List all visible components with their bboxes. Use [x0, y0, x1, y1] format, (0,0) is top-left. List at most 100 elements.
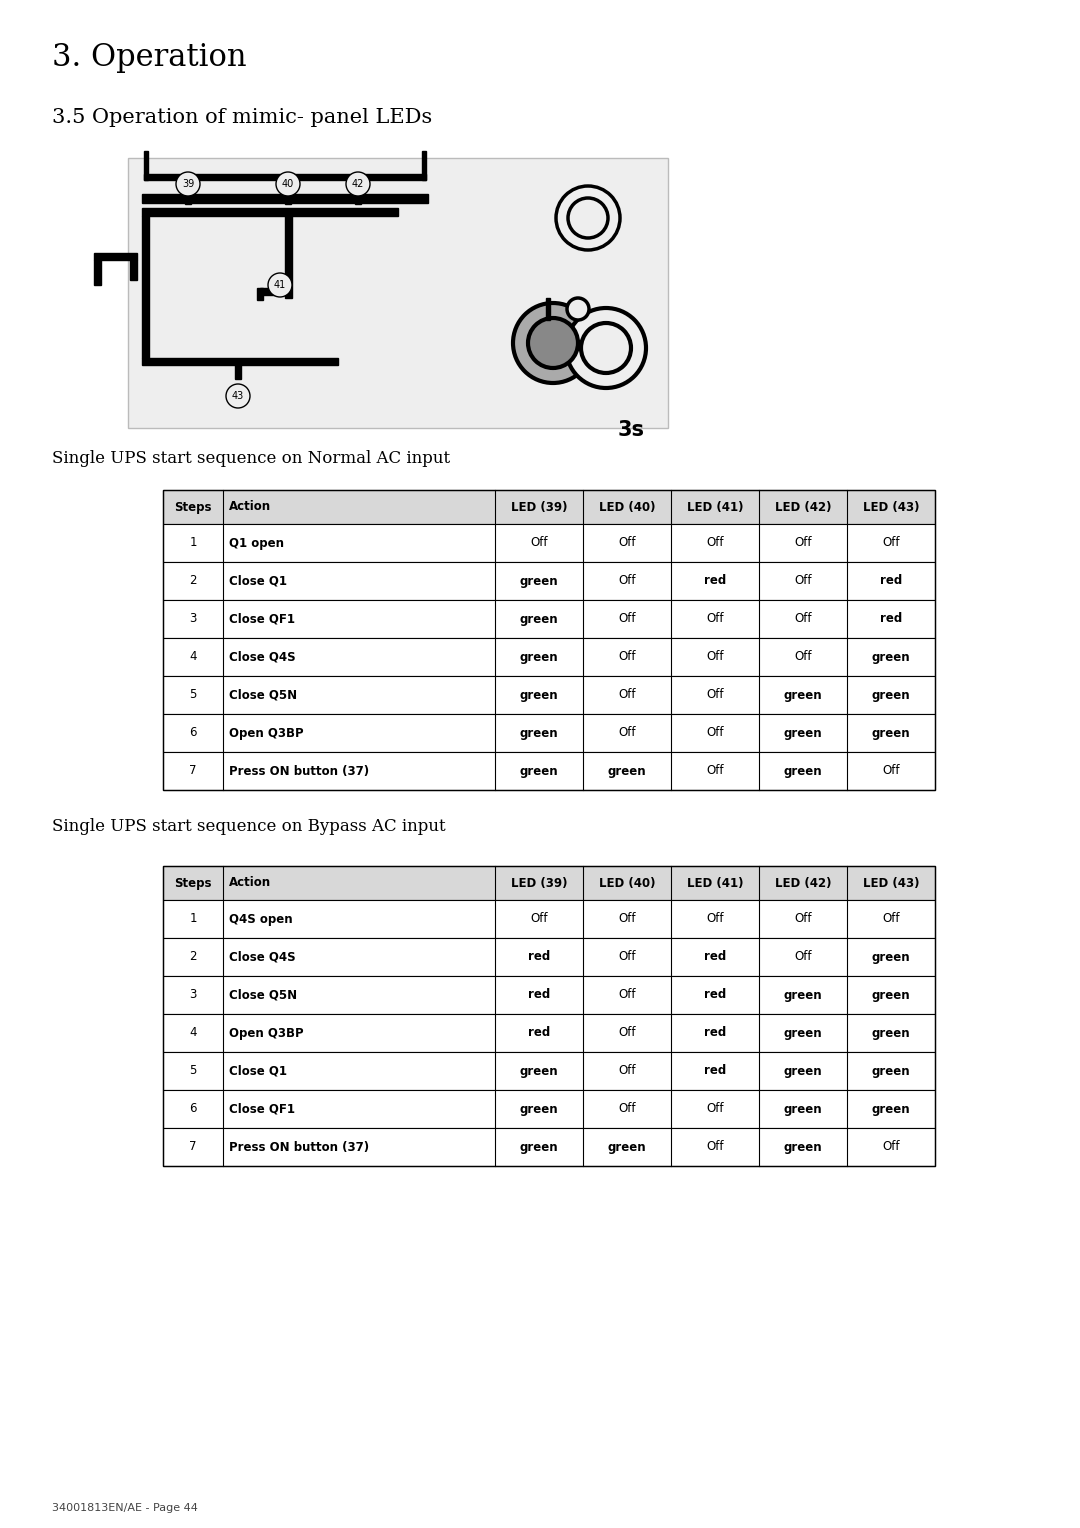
Text: green: green: [784, 764, 822, 778]
Text: Off: Off: [618, 1103, 636, 1115]
Text: 7: 7: [189, 1140, 197, 1154]
Text: 34001813EN/AE - Page 44: 34001813EN/AE - Page 44: [52, 1504, 198, 1513]
Bar: [130, 260, 137, 280]
Text: green: green: [872, 950, 910, 964]
Bar: [235, 365, 241, 379]
Text: 6: 6: [189, 726, 197, 740]
Text: green: green: [519, 726, 558, 740]
Text: green: green: [519, 689, 558, 701]
Text: Close Q5N: Close Q5N: [229, 689, 297, 701]
Text: 41: 41: [274, 280, 286, 290]
Text: green: green: [872, 989, 910, 1001]
Text: Close Q1: Close Q1: [229, 575, 287, 587]
Bar: [163, 866, 935, 1166]
Text: Off: Off: [794, 536, 812, 550]
Bar: [185, 194, 191, 205]
Bar: [163, 1015, 935, 1051]
Text: red: red: [528, 950, 550, 964]
Text: Open Q3BP: Open Q3BP: [229, 726, 303, 740]
Bar: [129, 157, 669, 428]
Circle shape: [513, 303, 593, 384]
Text: Close Q4S: Close Q4S: [229, 651, 296, 663]
Circle shape: [226, 384, 249, 408]
Text: 3s: 3s: [618, 420, 645, 440]
Bar: [163, 562, 935, 601]
Bar: [285, 194, 291, 205]
Text: 2: 2: [189, 575, 197, 587]
Text: red: red: [528, 1027, 550, 1039]
Text: Close Q4S: Close Q4S: [229, 950, 296, 964]
Text: Steps: Steps: [174, 877, 212, 889]
Circle shape: [567, 298, 589, 319]
Text: green: green: [784, 1065, 822, 1077]
Text: Action: Action: [229, 877, 271, 889]
Text: 3.5 Operation of mimic- panel LEDs: 3.5 Operation of mimic- panel LEDs: [52, 108, 432, 127]
Text: Steps: Steps: [174, 501, 212, 513]
Bar: [163, 714, 935, 752]
Bar: [163, 601, 935, 639]
Bar: [163, 490, 935, 790]
Text: Off: Off: [706, 726, 724, 740]
Text: 1: 1: [189, 536, 197, 550]
Text: Q4S open: Q4S open: [229, 912, 293, 926]
Text: Off: Off: [618, 613, 636, 625]
Text: green: green: [519, 575, 558, 587]
Text: red: red: [880, 613, 902, 625]
Text: Off: Off: [882, 536, 900, 550]
Bar: [163, 675, 935, 714]
Text: Off: Off: [618, 575, 636, 587]
Text: Off: Off: [706, 536, 724, 550]
Bar: [163, 1089, 935, 1128]
Circle shape: [176, 173, 200, 196]
Text: 40: 40: [282, 179, 294, 189]
Text: 3: 3: [189, 613, 197, 625]
Bar: [163, 938, 935, 976]
Text: LED (41): LED (41): [687, 877, 743, 889]
Text: LED (39): LED (39): [511, 877, 567, 889]
Text: green: green: [784, 1027, 822, 1039]
Bar: [355, 194, 361, 205]
Bar: [546, 298, 550, 319]
Text: green: green: [872, 1103, 910, 1115]
Text: Off: Off: [882, 764, 900, 778]
Circle shape: [276, 173, 300, 196]
Text: Off: Off: [706, 613, 724, 625]
Text: green: green: [608, 1140, 646, 1154]
Text: green: green: [519, 764, 558, 778]
Circle shape: [268, 274, 292, 296]
Text: Press ON button (37): Press ON button (37): [229, 1140, 369, 1154]
Bar: [285, 215, 292, 298]
Text: Off: Off: [882, 1140, 900, 1154]
Text: Off: Off: [706, 912, 724, 926]
Text: Off: Off: [706, 1103, 724, 1115]
Bar: [141, 194, 428, 203]
Text: Off: Off: [618, 989, 636, 1001]
Text: 5: 5: [189, 1065, 197, 1077]
Bar: [163, 752, 935, 790]
Text: 5: 5: [189, 689, 197, 701]
Text: Q1 open: Q1 open: [229, 536, 284, 550]
Bar: [163, 490, 935, 524]
Bar: [163, 866, 935, 900]
Text: green: green: [872, 651, 910, 663]
Text: Off: Off: [530, 912, 548, 926]
Text: Close Q5N: Close Q5N: [229, 989, 297, 1001]
Text: 42: 42: [352, 179, 364, 189]
Text: 6: 6: [189, 1103, 197, 1115]
Text: Off: Off: [794, 575, 812, 587]
Bar: [144, 174, 426, 180]
Text: LED (41): LED (41): [687, 501, 743, 513]
Text: Off: Off: [618, 1065, 636, 1077]
Circle shape: [568, 199, 608, 238]
Text: 4: 4: [189, 651, 197, 663]
Text: Single UPS start sequence on Bypass AC input: Single UPS start sequence on Bypass AC i…: [52, 817, 446, 834]
Circle shape: [556, 186, 620, 251]
Text: green: green: [872, 1027, 910, 1039]
Text: green: green: [608, 764, 646, 778]
Text: green: green: [519, 613, 558, 625]
Text: Off: Off: [618, 726, 636, 740]
Text: Off: Off: [530, 536, 548, 550]
Text: red: red: [704, 989, 726, 1001]
Text: LED (42): LED (42): [774, 501, 832, 513]
Text: green: green: [519, 1065, 558, 1077]
